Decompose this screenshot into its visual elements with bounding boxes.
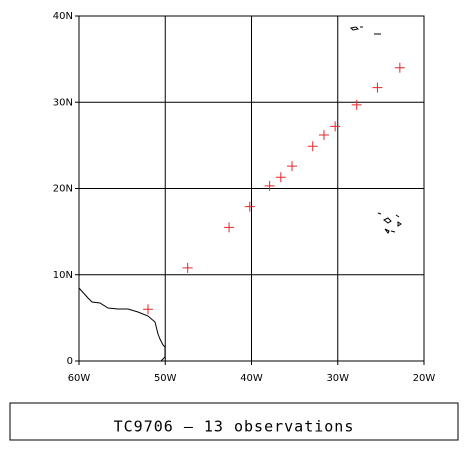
y-tick-label: 30N — [53, 97, 73, 108]
y-tick-label: 40N — [53, 11, 73, 22]
y-tick-label: 0 — [67, 356, 73, 367]
observation-marker — [318, 130, 329, 141]
observation-marker — [372, 82, 383, 93]
chart-title: TC9706 – 13 observations — [114, 418, 355, 436]
observation-marker — [307, 141, 318, 152]
observation-marker — [244, 201, 255, 212]
observation-marker — [394, 62, 405, 73]
x-tick-label: 50W — [154, 373, 177, 384]
observation-marker — [143, 304, 153, 315]
x-tick-label: 40W — [240, 373, 263, 384]
observation-marker — [287, 161, 298, 172]
x-tick-label: 20W — [413, 373, 436, 384]
observation-marker — [275, 172, 286, 183]
y-tick-label: 10N — [53, 270, 73, 281]
coastline — [78, 287, 166, 362]
x-tick-label: 60W — [68, 373, 91, 384]
observation-marker — [224, 222, 235, 233]
x-tick-label: 30W — [326, 373, 349, 384]
observation-marker — [351, 99, 362, 110]
observation-marker — [264, 180, 275, 191]
observation-marker — [182, 262, 193, 273]
title-box — [9, 402, 459, 441]
observation-marker — [330, 121, 341, 132]
y-tick-label: 20N — [53, 184, 73, 195]
islands — [349, 26, 402, 234]
